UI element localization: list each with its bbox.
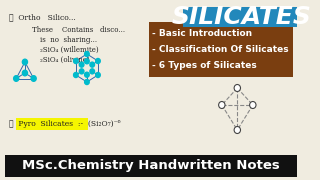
Circle shape (74, 58, 78, 64)
FancyBboxPatch shape (183, 7, 301, 27)
Circle shape (84, 72, 89, 77)
Text: ₂SiO₄ (olivine): ₂SiO₄ (olivine) (39, 56, 89, 64)
FancyBboxPatch shape (5, 155, 297, 177)
Circle shape (14, 76, 19, 81)
Circle shape (90, 62, 94, 67)
Circle shape (84, 51, 89, 57)
Text: - Basic Introduction: - Basic Introduction (152, 28, 252, 37)
Circle shape (79, 69, 84, 74)
FancyBboxPatch shape (149, 22, 293, 77)
Circle shape (219, 102, 225, 109)
Circle shape (250, 102, 256, 109)
Text: is  no  sharing...: is no sharing... (39, 36, 97, 44)
Circle shape (96, 58, 100, 64)
Text: - Classification Of Silicates: - Classification Of Silicates (152, 44, 288, 53)
Circle shape (90, 69, 94, 74)
Text: ②  Pyro  Silicates  :-  (Si₂O₇)⁻⁶: ② Pyro Silicates :- (Si₂O₇)⁻⁶ (9, 120, 120, 127)
Circle shape (234, 127, 241, 134)
Circle shape (234, 84, 241, 91)
Circle shape (84, 80, 89, 85)
Text: SILICATES: SILICATES (172, 5, 312, 29)
Circle shape (31, 76, 36, 81)
Circle shape (84, 59, 89, 64)
Circle shape (96, 73, 100, 78)
Circle shape (79, 62, 84, 67)
Text: ₂SiO₄ (willemite): ₂SiO₄ (willemite) (39, 46, 98, 54)
Text: These    Contains   disco...: These Contains disco... (32, 26, 125, 34)
Text: ①  Ortho   Silico...: ① Ortho Silico... (9, 13, 75, 21)
Text: - 6 Types of Silicates: - 6 Types of Silicates (152, 60, 256, 69)
Circle shape (22, 70, 28, 76)
Circle shape (22, 59, 28, 65)
Text: MSc.Chemistry Handwritten Notes: MSc.Chemistry Handwritten Notes (22, 159, 280, 172)
Circle shape (74, 73, 78, 78)
FancyBboxPatch shape (16, 118, 88, 129)
